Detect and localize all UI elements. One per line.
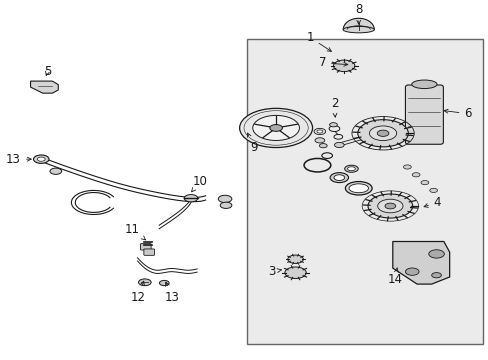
Ellipse shape <box>343 26 373 33</box>
Text: 10: 10 <box>191 175 207 192</box>
Text: 4: 4 <box>423 196 440 209</box>
Ellipse shape <box>347 167 355 171</box>
Ellipse shape <box>319 144 326 148</box>
Ellipse shape <box>159 280 169 285</box>
Ellipse shape <box>329 123 337 127</box>
Ellipse shape <box>33 155 49 163</box>
Text: 13: 13 <box>165 282 180 304</box>
Ellipse shape <box>344 165 358 172</box>
Text: 1: 1 <box>306 31 331 51</box>
Ellipse shape <box>314 138 324 143</box>
FancyBboxPatch shape <box>140 244 151 250</box>
Text: 13: 13 <box>6 153 31 166</box>
Wedge shape <box>343 18 373 30</box>
Ellipse shape <box>239 108 312 148</box>
Ellipse shape <box>348 184 368 193</box>
Bar <box>246 39 482 345</box>
FancyBboxPatch shape <box>143 249 154 255</box>
Text: 12: 12 <box>131 281 146 304</box>
Text: 3: 3 <box>267 265 281 278</box>
Ellipse shape <box>252 116 299 140</box>
Text: 8: 8 <box>354 3 362 24</box>
Text: 9: 9 <box>247 133 258 154</box>
Ellipse shape <box>369 126 396 140</box>
Text: 2: 2 <box>330 96 338 117</box>
Ellipse shape <box>431 273 441 278</box>
Ellipse shape <box>333 60 354 72</box>
Ellipse shape <box>420 180 428 185</box>
Ellipse shape <box>405 268 418 275</box>
Text: 14: 14 <box>387 268 402 286</box>
Text: 6: 6 <box>443 107 471 120</box>
Text: 5: 5 <box>44 65 51 78</box>
Ellipse shape <box>377 199 402 213</box>
Ellipse shape <box>316 130 322 133</box>
Ellipse shape <box>138 279 151 286</box>
Ellipse shape <box>334 142 344 148</box>
Ellipse shape <box>329 173 348 183</box>
Text: 7: 7 <box>318 57 347 69</box>
Ellipse shape <box>376 130 388 136</box>
Ellipse shape <box>403 165 410 169</box>
Ellipse shape <box>220 202 231 208</box>
Ellipse shape <box>218 195 231 203</box>
Text: 11: 11 <box>125 222 145 240</box>
Polygon shape <box>30 81 58 93</box>
Ellipse shape <box>428 250 444 258</box>
FancyBboxPatch shape <box>405 85 443 144</box>
Ellipse shape <box>367 194 412 218</box>
Ellipse shape <box>357 120 407 147</box>
Ellipse shape <box>287 255 303 264</box>
Ellipse shape <box>285 267 305 279</box>
Ellipse shape <box>429 188 437 193</box>
Ellipse shape <box>345 181 371 195</box>
Ellipse shape <box>269 125 282 131</box>
Ellipse shape <box>50 168 61 174</box>
Ellipse shape <box>411 80 436 89</box>
Ellipse shape <box>37 157 45 161</box>
Ellipse shape <box>313 129 325 135</box>
Ellipse shape <box>384 203 395 209</box>
Polygon shape <box>392 242 449 284</box>
Ellipse shape <box>184 194 198 202</box>
Ellipse shape <box>411 173 419 177</box>
Ellipse shape <box>333 175 344 180</box>
